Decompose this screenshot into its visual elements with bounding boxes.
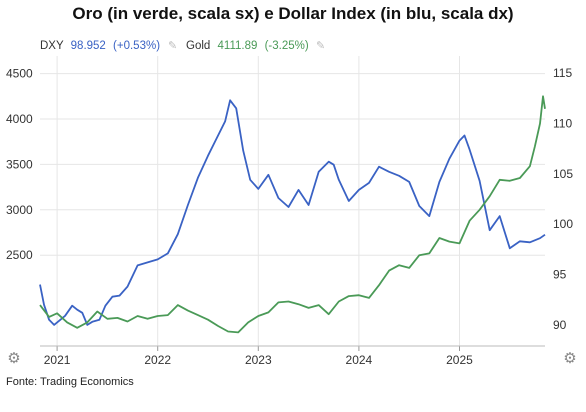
left-tick-label: 3000 bbox=[6, 203, 33, 217]
gear-icon[interactable]: ⚙ bbox=[563, 349, 577, 367]
right-tick-label: 90 bbox=[553, 318, 567, 332]
x-tick-label: 2023 bbox=[245, 353, 272, 367]
right-tick-label: 115 bbox=[553, 66, 572, 80]
source-note: Fonte: Trading Economics bbox=[6, 376, 134, 388]
left-tick-label: 4500 bbox=[6, 67, 33, 81]
legend-gold-value: 4111.89 bbox=[218, 40, 258, 52]
left-tick-label: 2500 bbox=[6, 248, 33, 262]
x-tick-label: 2024 bbox=[346, 353, 373, 367]
legend-gold-name: Gold bbox=[186, 40, 210, 52]
left-axis: 2500 3000 3500 4000 4500 bbox=[6, 67, 33, 263]
pencil-icon[interactable]: ✎ bbox=[168, 40, 177, 52]
legend-dxy-name: DXY bbox=[40, 40, 64, 52]
right-tick-label: 110 bbox=[553, 116, 572, 130]
legend-dxy-change: (+0.53%) bbox=[113, 40, 160, 52]
legend-dxy-value: 98.952 bbox=[71, 40, 106, 52]
legend-entry-dxy: DXY 98.952 (+0.53%) bbox=[40, 40, 160, 52]
gear-icon[interactable]: ⚙ bbox=[7, 349, 21, 367]
right-tick-label: 100 bbox=[553, 217, 573, 231]
series-line-dxy bbox=[39, 99, 546, 326]
pencil-icon[interactable]: ✎ bbox=[316, 40, 325, 52]
right-tick-label: 105 bbox=[553, 167, 573, 181]
legend: DXY 98.952 (+0.53%) ✎ Gold 4111.89 (-3.2… bbox=[40, 40, 325, 52]
series-line-gold bbox=[39, 95, 546, 334]
grid bbox=[40, 56, 545, 346]
x-axis: 2021 2022 2023 2024 2025 bbox=[40, 345, 545, 367]
x-tick-label: 2022 bbox=[144, 353, 171, 367]
right-axis: 90 95 100 105 110 115 bbox=[553, 66, 573, 332]
legend-entry-gold: Gold 4111.89 (-3.25%) bbox=[186, 40, 309, 52]
left-tick-label: 4000 bbox=[6, 112, 33, 126]
x-tick-label: 2025 bbox=[446, 353, 473, 367]
legend-gold-change: (-3.25%) bbox=[265, 40, 309, 52]
left-tick-label: 3500 bbox=[6, 157, 33, 171]
x-tick-label: 2021 bbox=[44, 353, 71, 367]
right-tick-label: 95 bbox=[553, 268, 567, 282]
series-lines bbox=[39, 95, 546, 334]
chart-title: Oro (in verde, scala sx) e Dollar Index … bbox=[72, 4, 514, 23]
